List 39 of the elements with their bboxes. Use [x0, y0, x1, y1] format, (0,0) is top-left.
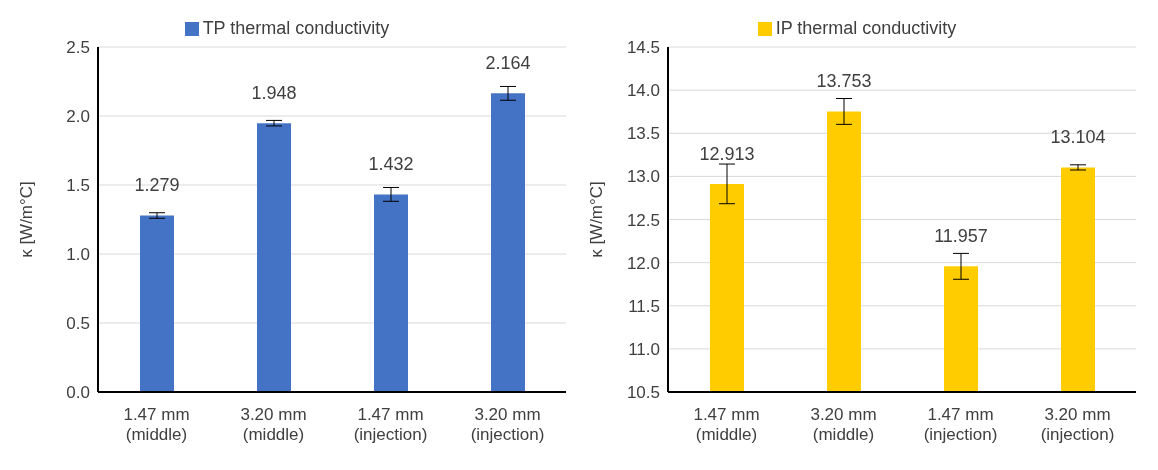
bar: [257, 123, 291, 392]
y-tick-label: 0.0: [66, 383, 90, 403]
x-tick-label: 3.20 mm (injection): [470, 405, 545, 444]
x-tick-label: 1.47 mm (middle): [123, 405, 190, 444]
y-tick-label: 12.5: [626, 210, 660, 230]
y-tick-label: 12.0: [626, 253, 660, 273]
y-tick-label: 11.0: [628, 339, 660, 359]
x-tick-label: 3.20 mm (injection): [1040, 405, 1115, 444]
data-label: 12.913: [699, 143, 755, 164]
x-tick-label: 3.20 mm (middle): [240, 405, 307, 444]
data-label: 13.753: [816, 71, 872, 92]
y-axis-title: κ [W/m°C]: [17, 181, 37, 258]
x-tick-label: 1.47 mm (injection): [353, 405, 428, 444]
x-tick-label: 3.20 mm (middle): [810, 405, 877, 444]
legend-label: IP thermal conductivity: [775, 18, 957, 38]
x-tick-label: 1.47 mm (injection): [923, 405, 998, 444]
data-label: 1.432: [368, 154, 414, 175]
y-tick-label: 1.0: [66, 245, 90, 265]
y-tick-label: 13.5: [626, 124, 660, 144]
y-tick-label: 0.5: [66, 314, 90, 334]
y-tick-label: 1.5: [66, 176, 90, 196]
y-tick-label: 13.0: [626, 167, 660, 187]
data-label: 13.104: [1050, 127, 1106, 148]
y-tick-label: 2.5: [66, 38, 90, 58]
y-tick-label: 2.0: [66, 107, 90, 127]
y-tick-label: 14.5: [626, 38, 660, 58]
data-label: 2.164: [485, 53, 531, 74]
legend-label: TP thermal conductivity: [202, 18, 390, 38]
bar: [491, 93, 525, 392]
data-label: 1.279: [134, 175, 180, 196]
bar: [374, 194, 408, 392]
y-tick-label: 10.5: [626, 383, 660, 403]
data-label: 11.957: [934, 226, 988, 247]
y-tick-label: 14.0: [626, 81, 660, 101]
y-axis-title: κ [W/m°C]: [587, 181, 607, 258]
bar: [140, 215, 174, 392]
data-label: 1.948: [251, 83, 297, 104]
y-tick-label: 11.5: [628, 296, 660, 316]
x-tick-label: 1.47 mm (middle): [693, 405, 760, 444]
